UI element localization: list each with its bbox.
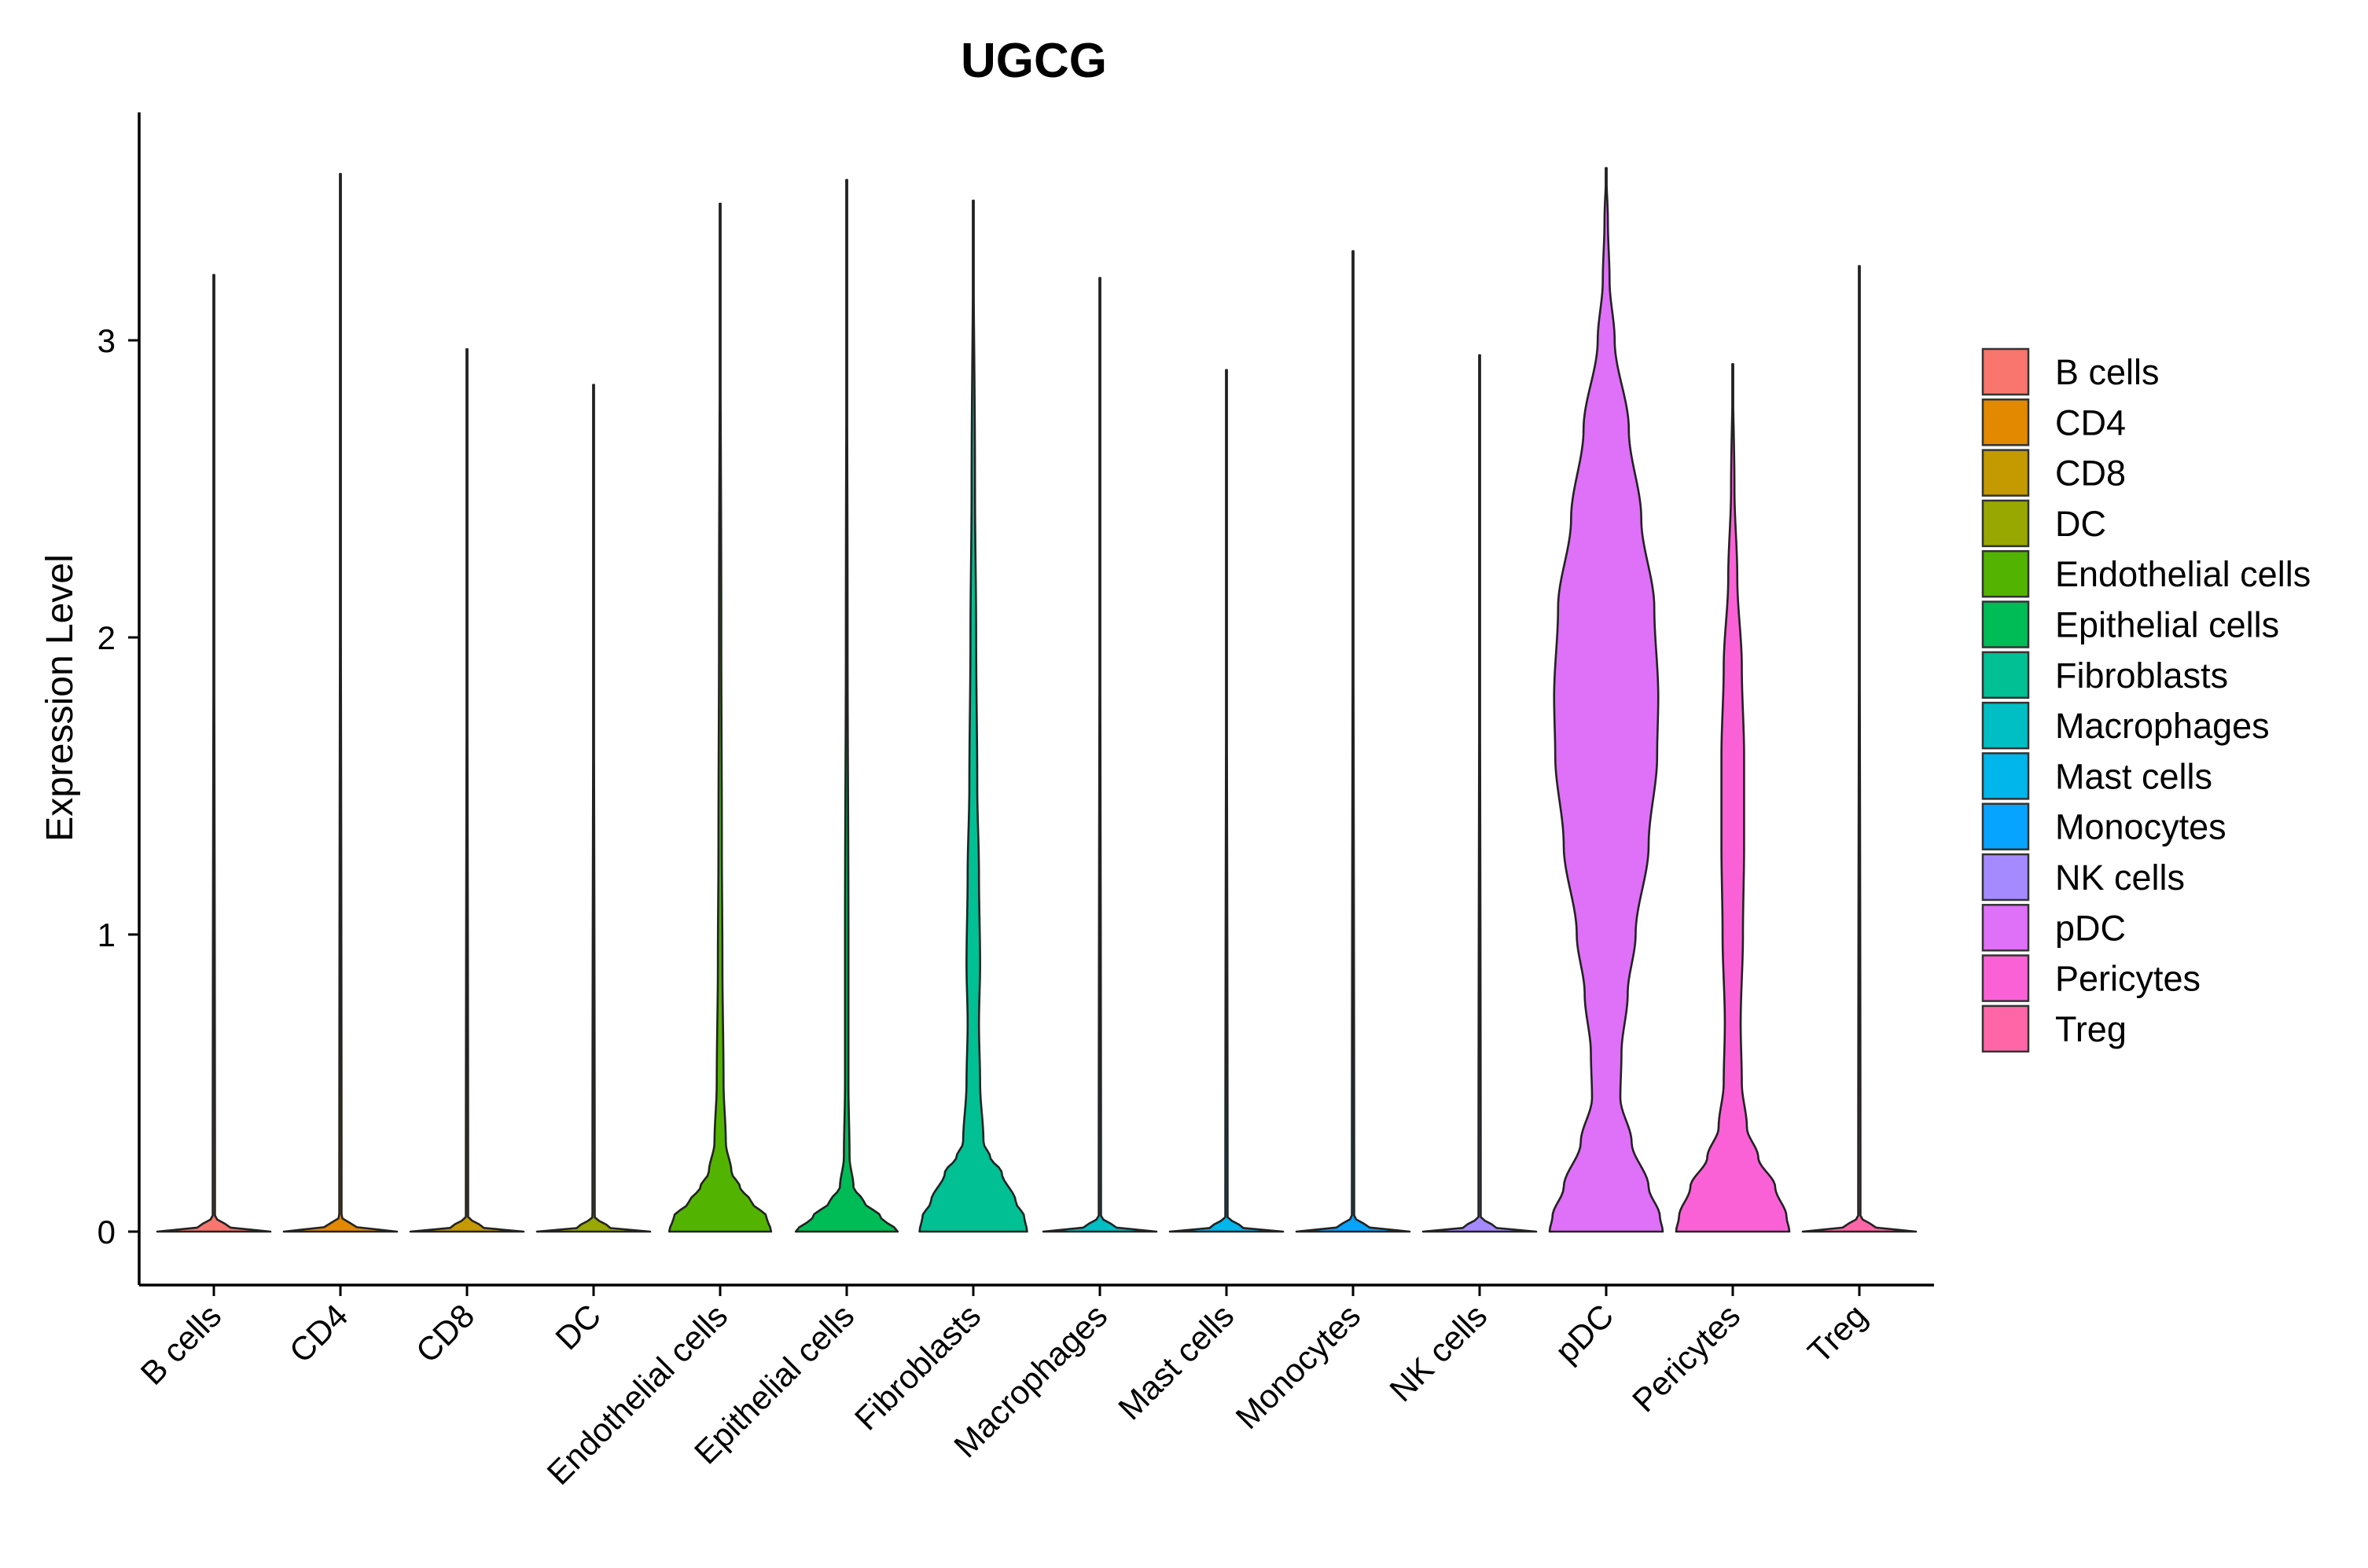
legend-label-fibroblasts: Fibroblasts xyxy=(2055,655,2228,696)
legend-swatch-monocytes xyxy=(1981,802,2030,850)
y-tick-label-1: 1 xyxy=(97,916,116,953)
legend-swatch-fibroblasts xyxy=(1981,651,2030,700)
violin-treg xyxy=(1801,265,1918,1233)
x-tick-label-dc: DC xyxy=(548,1297,608,1357)
y-axis-label: Expression Level xyxy=(39,554,81,842)
x-tick-label-treg: Treg xyxy=(1800,1297,1873,1370)
y-tick-label-0: 0 xyxy=(97,1214,116,1250)
legend-swatch-cd4 xyxy=(1981,398,2030,446)
legend-label-b-cells: B cells xyxy=(2055,352,2160,392)
axes xyxy=(138,112,1934,1287)
violin-epithelial-cells xyxy=(794,178,899,1233)
x-tick-label-fibroblasts: Fibroblasts xyxy=(848,1297,987,1437)
x-tick-label-b-cells: B cells xyxy=(134,1297,229,1392)
legend-label-mast-cells: Mast cells xyxy=(2055,756,2212,796)
legend-swatch-pdc xyxy=(1981,904,2030,952)
violin-pdc xyxy=(1548,167,1664,1233)
x-tick-label-cd4: CD4 xyxy=(282,1297,355,1370)
legend-swatch-nk-cells xyxy=(1981,853,2030,902)
legend-swatch-dc xyxy=(1981,499,2030,548)
x-tick-label-mast-cells: Mast cells xyxy=(1111,1297,1241,1427)
x-tick-label-cd8: CD8 xyxy=(409,1297,482,1370)
legend-label-epithelial-cells: Epithelial cells xyxy=(2055,605,2279,645)
legend-swatch-epithelial-cells xyxy=(1981,600,2030,648)
violin-cd8 xyxy=(409,348,525,1233)
violin-b-cells xyxy=(156,274,272,1233)
violin-monocytes xyxy=(1295,250,1411,1233)
legend-swatch-pericytes xyxy=(1981,954,2030,1002)
y-tick-label-2: 2 xyxy=(97,619,116,656)
legend-swatch-treg xyxy=(1981,1004,2030,1053)
legend-label-dc: DC xyxy=(2055,504,2106,544)
violin-fibroblasts xyxy=(918,200,1028,1233)
violin-dc xyxy=(535,384,652,1233)
legend-label-endothelial-cells: Endothelial cells xyxy=(2055,554,2311,594)
legend-label-pdc: pDC xyxy=(2055,908,2126,948)
x-tick-label-pdc: pDC xyxy=(1548,1297,1621,1370)
x-tick-label-nk-cells: NK cells xyxy=(1382,1297,1494,1408)
x-tick-label-monocytes: Monocytes xyxy=(1229,1297,1368,1436)
violin-cd4 xyxy=(282,173,399,1233)
violin-nk-cells xyxy=(1421,354,1538,1233)
legend-label-treg: Treg xyxy=(2055,1009,2127,1049)
legend-swatch-macrophages xyxy=(1981,701,2030,750)
legend-label-monocytes: Monocytes xyxy=(2055,807,2226,847)
violin-endothelial-cells xyxy=(667,202,773,1233)
violin-macrophages xyxy=(1042,277,1158,1233)
violin-mast-cells xyxy=(1168,369,1285,1233)
legend-label-macrophages: Macrophages xyxy=(2055,706,2270,746)
legend: B cells CD4 CD8 DC Endothelial cells Epitheli… xyxy=(1981,347,2311,1053)
legend-swatch-mast-cells xyxy=(1981,752,2030,800)
y-tick-label-3: 3 xyxy=(97,322,116,359)
violin-pericytes xyxy=(1675,362,1791,1233)
violin-group xyxy=(156,167,1918,1233)
legend-label-cd4: CD4 xyxy=(2055,402,2126,442)
legend-label-nk-cells: NK cells xyxy=(2055,857,2185,898)
chart-title: UGCG xyxy=(961,34,1107,88)
x-tick-label-pericytes: Pericytes xyxy=(1625,1297,1747,1419)
legend-label-pericytes: Pericytes xyxy=(2055,959,2201,999)
legend-swatch-b-cells xyxy=(1981,347,2030,396)
legend-swatch-cd8 xyxy=(1981,449,2030,497)
legend-label-cd8: CD8 xyxy=(2055,454,2126,494)
legend-swatch-endothelial-cells xyxy=(1981,549,2030,598)
